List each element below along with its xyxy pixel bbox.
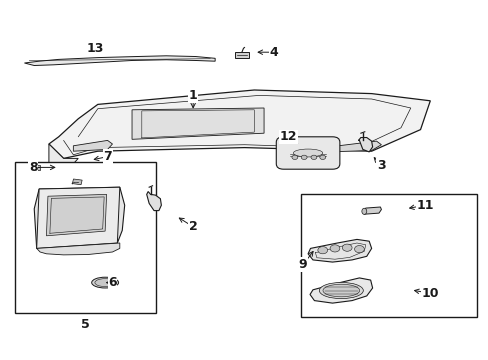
Circle shape xyxy=(291,155,297,159)
Text: 13: 13 xyxy=(86,42,104,55)
Polygon shape xyxy=(146,192,161,211)
Polygon shape xyxy=(307,239,371,262)
Text: 12: 12 xyxy=(279,130,297,143)
Circle shape xyxy=(329,245,339,252)
Circle shape xyxy=(310,155,316,159)
Polygon shape xyxy=(49,144,78,173)
Text: 6: 6 xyxy=(108,276,117,289)
Polygon shape xyxy=(309,278,372,303)
Bar xyxy=(15,162,156,313)
Polygon shape xyxy=(24,56,215,66)
Ellipse shape xyxy=(319,282,363,299)
Text: 3: 3 xyxy=(376,159,385,172)
Text: 11: 11 xyxy=(416,199,433,212)
Text: 2: 2 xyxy=(188,220,197,233)
Polygon shape xyxy=(37,243,120,255)
Polygon shape xyxy=(132,108,264,139)
Ellipse shape xyxy=(361,208,366,215)
Ellipse shape xyxy=(92,277,118,288)
Polygon shape xyxy=(73,140,112,151)
Circle shape xyxy=(319,155,325,159)
Text: 10: 10 xyxy=(421,287,438,300)
Bar xyxy=(29,165,40,170)
Ellipse shape xyxy=(293,149,322,157)
Polygon shape xyxy=(46,194,106,236)
Polygon shape xyxy=(327,141,381,152)
Text: 1: 1 xyxy=(188,89,197,102)
FancyBboxPatch shape xyxy=(276,137,339,169)
Circle shape xyxy=(301,155,306,159)
Circle shape xyxy=(342,244,351,251)
Polygon shape xyxy=(34,187,124,248)
Text: 7: 7 xyxy=(103,150,112,163)
Circle shape xyxy=(354,246,364,253)
Bar xyxy=(300,194,476,317)
Polygon shape xyxy=(358,138,372,152)
Circle shape xyxy=(317,247,327,254)
Text: 4: 4 xyxy=(269,46,278,59)
Text: 9: 9 xyxy=(298,258,307,271)
Ellipse shape xyxy=(95,279,115,287)
Polygon shape xyxy=(49,90,429,158)
Bar xyxy=(234,52,249,58)
Text: 8: 8 xyxy=(29,161,38,174)
Ellipse shape xyxy=(322,284,359,297)
Polygon shape xyxy=(37,187,120,248)
Polygon shape xyxy=(363,207,381,214)
Text: 5: 5 xyxy=(81,318,90,331)
Bar xyxy=(72,179,82,185)
